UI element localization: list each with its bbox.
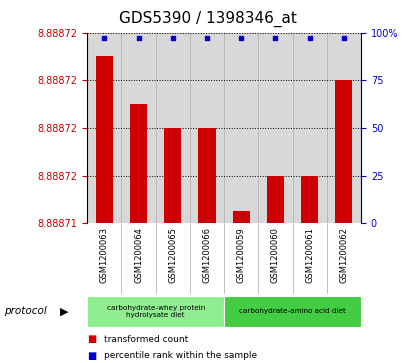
Text: transformed count: transformed count <box>104 335 188 344</box>
Text: GSM1200066: GSM1200066 <box>203 227 212 283</box>
Text: GSM1200059: GSM1200059 <box>237 227 246 282</box>
Bar <box>96 57 113 223</box>
Bar <box>198 128 215 223</box>
Text: percentile rank within the sample: percentile rank within the sample <box>104 351 257 360</box>
Bar <box>156 33 190 223</box>
Text: GSM1200060: GSM1200060 <box>271 227 280 283</box>
Bar <box>164 128 181 223</box>
Bar <box>87 33 122 223</box>
Text: ▶: ▶ <box>60 306 68 316</box>
Bar <box>233 211 250 223</box>
Text: protocol: protocol <box>4 306 47 316</box>
Text: GSM1200065: GSM1200065 <box>168 227 177 283</box>
Bar <box>224 33 259 223</box>
Text: GDS5390 / 1398346_at: GDS5390 / 1398346_at <box>119 11 296 27</box>
Bar <box>190 33 224 223</box>
Bar <box>335 80 352 223</box>
Text: ■: ■ <box>87 351 96 361</box>
Bar <box>130 104 147 223</box>
Bar <box>301 176 318 223</box>
Text: GSM1200064: GSM1200064 <box>134 227 143 283</box>
Text: ■: ■ <box>87 334 96 344</box>
Bar <box>327 33 361 223</box>
Bar <box>259 33 293 223</box>
Bar <box>224 296 361 327</box>
Bar <box>267 176 284 223</box>
Text: carbohydrate-whey protein
hydrolysate diet: carbohydrate-whey protein hydrolysate di… <box>107 305 205 318</box>
Text: GSM1200062: GSM1200062 <box>339 227 349 283</box>
Bar <box>87 296 224 327</box>
Text: carbohydrate-amino acid diet: carbohydrate-amino acid diet <box>239 308 346 314</box>
Bar <box>122 33 156 223</box>
Bar <box>293 33 327 223</box>
Text: GSM1200063: GSM1200063 <box>100 227 109 283</box>
Text: GSM1200061: GSM1200061 <box>305 227 314 283</box>
